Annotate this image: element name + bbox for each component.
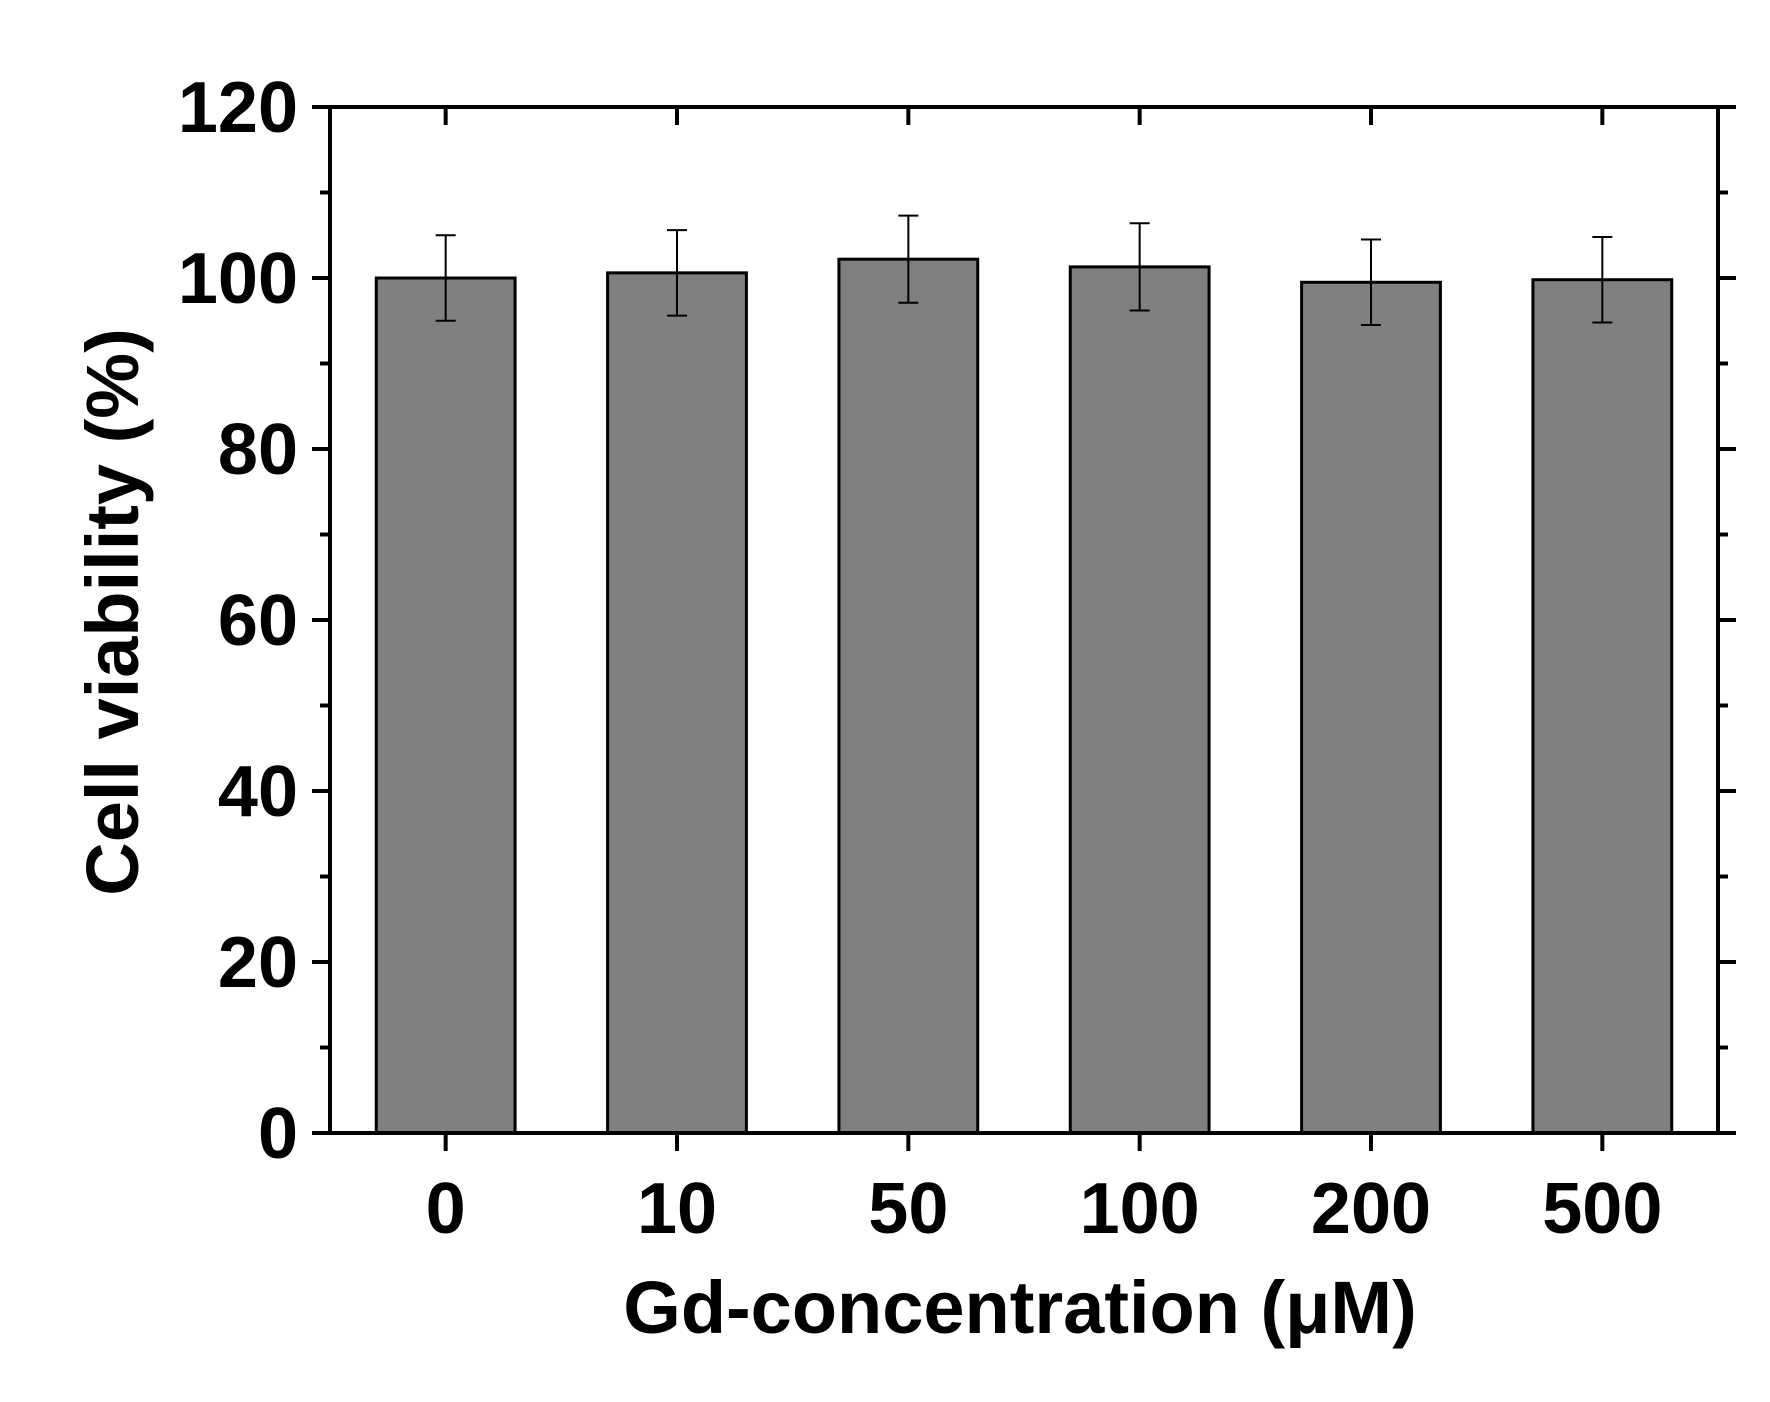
axes-layer	[312, 105, 1736, 1151]
y-tick-label: 100	[178, 239, 298, 319]
x-tick-label: 500	[1542, 1169, 1662, 1249]
bar-200	[1300, 280, 1442, 1135]
bar-500	[1531, 278, 1674, 1135]
y-tick-label: 120	[178, 68, 298, 148]
x-axis-title: Gd-concentration (μM)	[623, 1266, 1416, 1349]
x-tick-label: 200	[1311, 1169, 1431, 1249]
bar-100	[1068, 265, 1211, 1135]
y-tick-label: 0	[258, 1094, 298, 1174]
x-tick-label: 50	[868, 1169, 948, 1249]
bars-layer	[374, 257, 1674, 1135]
bar-50	[837, 257, 980, 1135]
bar-0	[374, 276, 517, 1135]
error-bars-layer	[435, 214, 1613, 327]
plot-frame	[328, 105, 1720, 1135]
bar-10	[606, 271, 748, 1135]
labels-layer: Gd-concentration (μM) Cell viability (%)…	[71, 68, 1662, 1349]
y-tick-label: 60	[218, 581, 298, 661]
x-tick-label: 100	[1080, 1169, 1200, 1249]
y-tick-label: 20	[218, 923, 298, 1003]
y-axis-title: Cell viability (%)	[71, 328, 154, 895]
x-tick-label: 10	[637, 1169, 717, 1249]
y-tick-label: 80	[218, 410, 298, 490]
x-tick-label: 0	[426, 1169, 466, 1249]
y-tick-label: 40	[218, 752, 298, 832]
